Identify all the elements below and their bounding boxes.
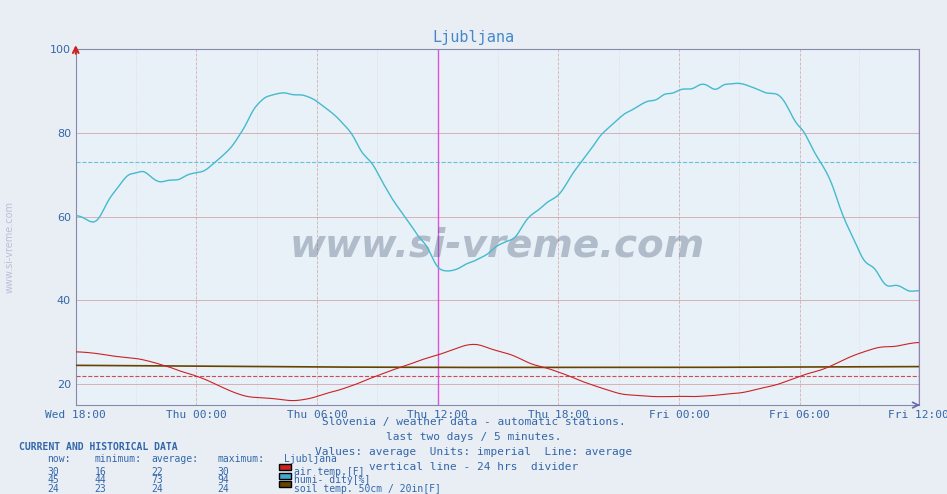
Text: minimum:: minimum: <box>95 454 142 464</box>
Text: air temp.[F]: air temp.[F] <box>294 467 364 477</box>
Text: 44: 44 <box>95 475 106 485</box>
Text: last two days / 5 minutes.: last two days / 5 minutes. <box>385 432 562 442</box>
Text: CURRENT AND HISTORICAL DATA: CURRENT AND HISTORICAL DATA <box>19 442 178 452</box>
Text: 73: 73 <box>152 475 163 485</box>
Text: 23: 23 <box>95 484 106 494</box>
Text: 16: 16 <box>95 467 106 477</box>
Text: www.si-vreme.com: www.si-vreme.com <box>5 201 14 293</box>
Text: 24: 24 <box>47 484 59 494</box>
Text: humi- dity[%]: humi- dity[%] <box>294 475 370 485</box>
Text: 24: 24 <box>218 484 229 494</box>
Text: average:: average: <box>152 454 199 464</box>
Text: www.si-vreme.com: www.si-vreme.com <box>290 226 705 264</box>
Text: 22: 22 <box>152 467 163 477</box>
Text: 30: 30 <box>218 467 229 477</box>
Text: 24: 24 <box>152 484 163 494</box>
Text: Slovenia / weather data - automatic stations.: Slovenia / weather data - automatic stat… <box>322 417 625 427</box>
Text: vertical line - 24 hrs  divider: vertical line - 24 hrs divider <box>369 462 578 472</box>
Text: now:: now: <box>47 454 71 464</box>
Text: Ljubljana: Ljubljana <box>284 454 337 464</box>
Text: 30: 30 <box>47 467 59 477</box>
Text: maximum:: maximum: <box>218 454 265 464</box>
Text: Ljubljana: Ljubljana <box>433 30 514 44</box>
Text: 94: 94 <box>218 475 229 485</box>
Text: Values: average  Units: imperial  Line: average: Values: average Units: imperial Line: av… <box>314 447 633 457</box>
Text: 45: 45 <box>47 475 59 485</box>
Text: soil temp. 50cm / 20in[F]: soil temp. 50cm / 20in[F] <box>294 484 440 494</box>
